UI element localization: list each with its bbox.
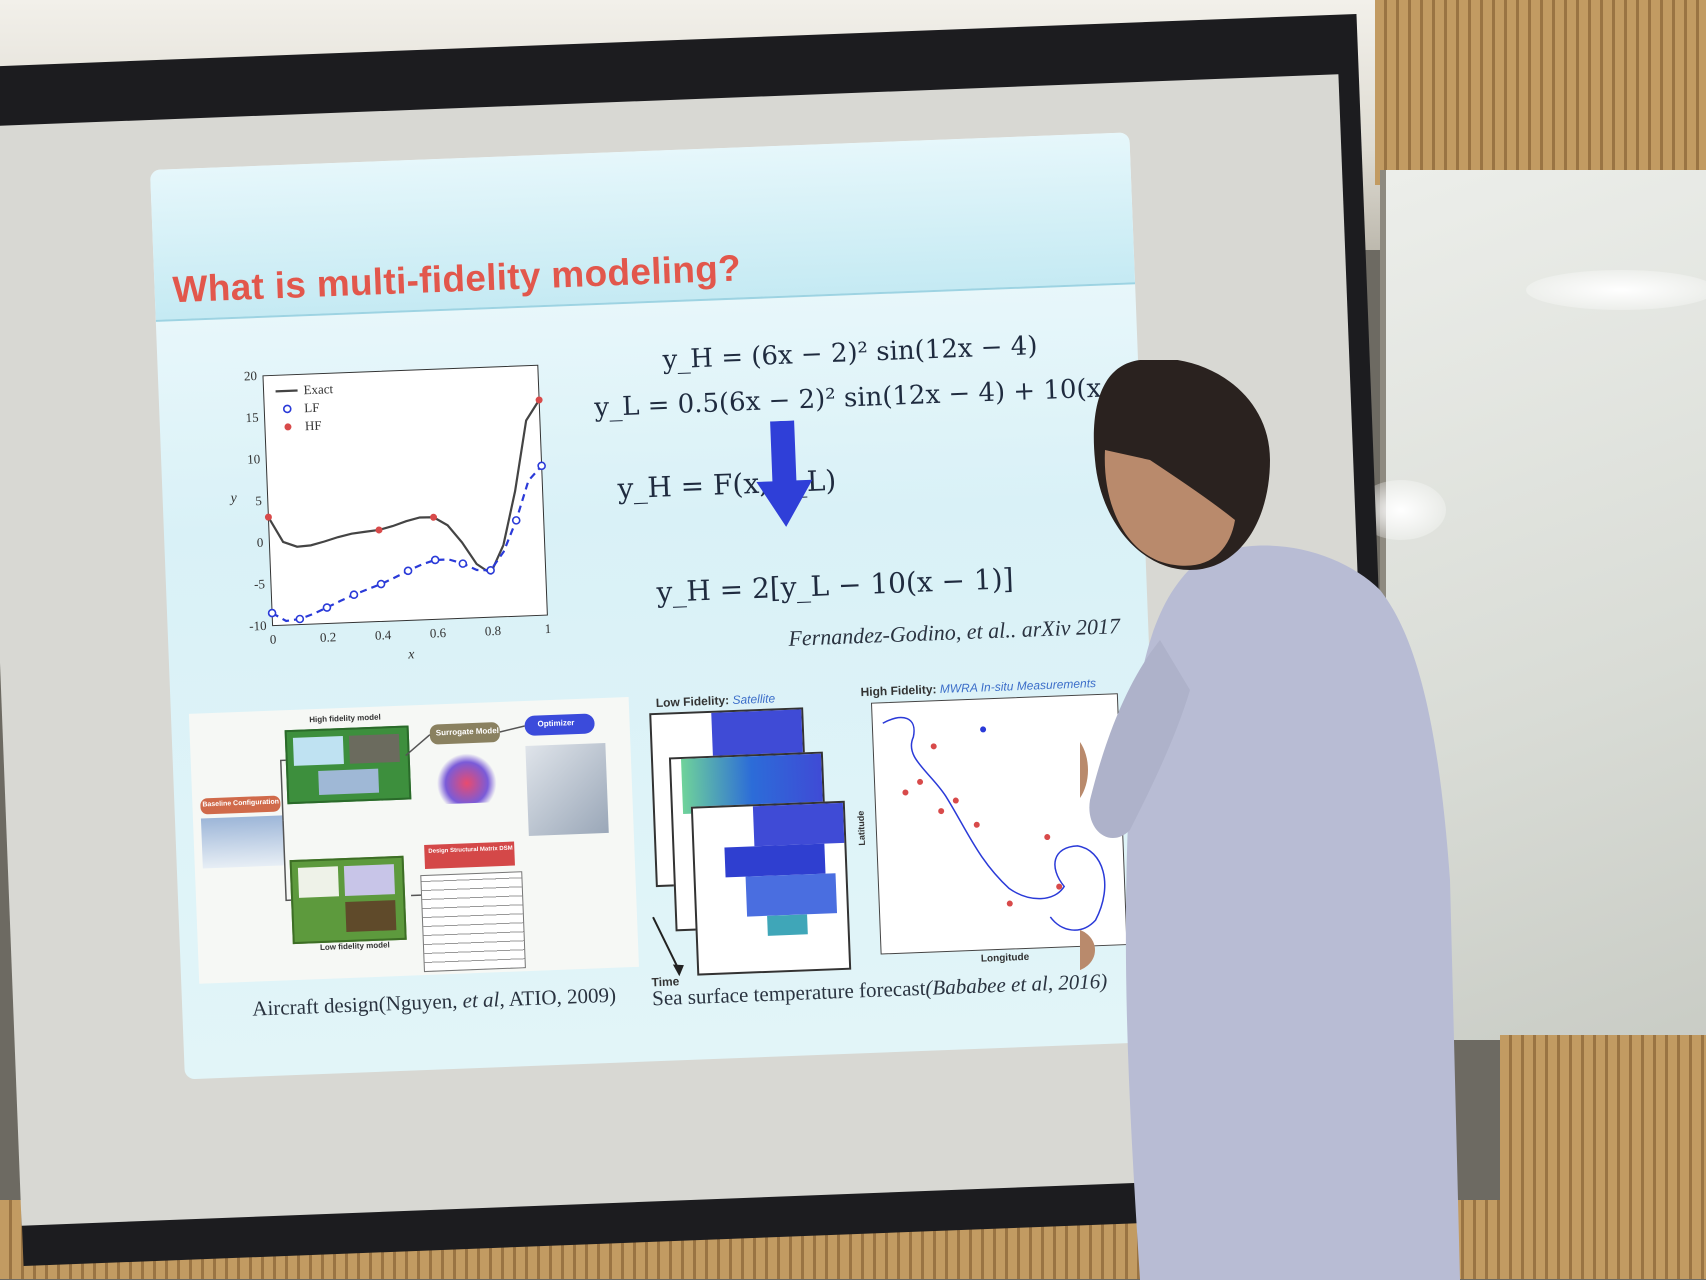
plot-area bbox=[262, 364, 548, 627]
data-point-lf-markers bbox=[511, 516, 521, 525]
x-tick-label: 0.6 bbox=[430, 625, 447, 641]
latitude-label: Latitude bbox=[855, 810, 867, 846]
y-tick-label: -5 bbox=[254, 576, 265, 591]
down-arrow-icon bbox=[756, 420, 813, 527]
data-point-lf-markers bbox=[322, 603, 332, 612]
data-point-lf-markers bbox=[349, 590, 359, 600]
legend-label: LF bbox=[304, 400, 320, 416]
data-point-lf-markers bbox=[403, 566, 413, 576]
y-tick-label: 20 bbox=[244, 368, 258, 383]
series-line-exact bbox=[267, 399, 541, 576]
x-tick-label: 0.4 bbox=[375, 627, 392, 643]
data-point-hf bbox=[264, 513, 272, 521]
y-tick-label: -10 bbox=[249, 618, 267, 634]
wood-panel-wall bbox=[1375, 0, 1706, 185]
legend-label: HF bbox=[305, 418, 322, 434]
low-fidelity-title: Low Fidelity: Satellite bbox=[655, 691, 776, 710]
sea-surface-caption: Sea surface temperature forecast(Bababee… bbox=[651, 968, 1108, 1011]
y-tick-label: 10 bbox=[247, 451, 261, 466]
legend-swatch-lf bbox=[282, 404, 292, 414]
data-point-lf-markers bbox=[430, 555, 440, 565]
data-point-lf-markers bbox=[376, 579, 386, 589]
equation-low-fidelity: y_L = 0.5(6x − 2)² sin(12x − 4) + 10(x −… bbox=[593, 371, 1165, 424]
time-arrow bbox=[652, 916, 684, 977]
satellite-frame-front bbox=[690, 800, 852, 976]
multi-fidelity-chart: 0 0.2 0.4 0.6 0.8 1 20 15 10 5 0 -5 -10 x y Exact LF HF bbox=[228, 364, 551, 662]
data-point-lf-markers bbox=[295, 614, 305, 624]
insitu-map bbox=[870, 693, 1128, 955]
data-point-hf bbox=[535, 396, 543, 404]
y-tick-label: 0 bbox=[257, 535, 264, 550]
data-point-hf bbox=[375, 526, 383, 534]
data-point-lf-markers bbox=[267, 608, 277, 618]
aircraft-design-diagram: High fidelity model Surrogate Model Opti… bbox=[188, 697, 639, 984]
satellite-map-stack: Time bbox=[649, 706, 854, 989]
x-tick-label: 0 bbox=[270, 632, 277, 647]
y-axis-label: y bbox=[228, 491, 238, 506]
citation: Fernandez-Godino, et al.. arXiv 2017 bbox=[787, 613, 1121, 651]
equation-result: y_H = 2[y_L − 10(x − 1)] bbox=[655, 562, 1015, 609]
x-tick-label: 0.8 bbox=[485, 623, 502, 639]
data-point-lf-markers bbox=[486, 566, 495, 575]
presenter bbox=[1080, 360, 1460, 1280]
y-tick-label: 5 bbox=[255, 493, 262, 508]
equation-high-fidelity: y_H = (6x − 2)² sin(12x − 4) bbox=[662, 331, 1039, 376]
legend-swatch-exact bbox=[275, 389, 298, 393]
longitude-label: Longitude bbox=[980, 951, 1030, 965]
data-point-lf-markers bbox=[537, 461, 546, 471]
light-reflection bbox=[1526, 270, 1706, 310]
y-tick-label: 15 bbox=[245, 410, 259, 425]
x-tick-label: 0.2 bbox=[320, 629, 337, 645]
data-point-hf bbox=[430, 513, 438, 521]
legend-swatch-hf bbox=[284, 423, 292, 431]
data-point-lf-markers bbox=[458, 559, 468, 568]
legend-label: Exact bbox=[303, 381, 334, 397]
aircraft-caption: Aircraft design(Nguyen, et al, ATIO, 200… bbox=[251, 982, 617, 1021]
presentation-slide: What is multi-fidelity modeling? 0 0.2 0.4… bbox=[150, 132, 1165, 1080]
x-tick-label: 1 bbox=[544, 621, 551, 636]
coastline bbox=[882, 716, 1106, 931]
x-axis-label: x bbox=[407, 647, 416, 662]
diagram-connectors bbox=[279, 725, 525, 902]
